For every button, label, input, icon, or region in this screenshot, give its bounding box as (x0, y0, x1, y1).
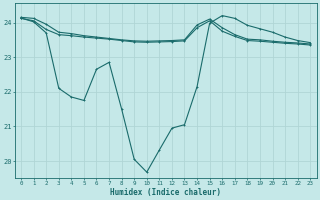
X-axis label: Humidex (Indice chaleur): Humidex (Indice chaleur) (110, 188, 221, 197)
